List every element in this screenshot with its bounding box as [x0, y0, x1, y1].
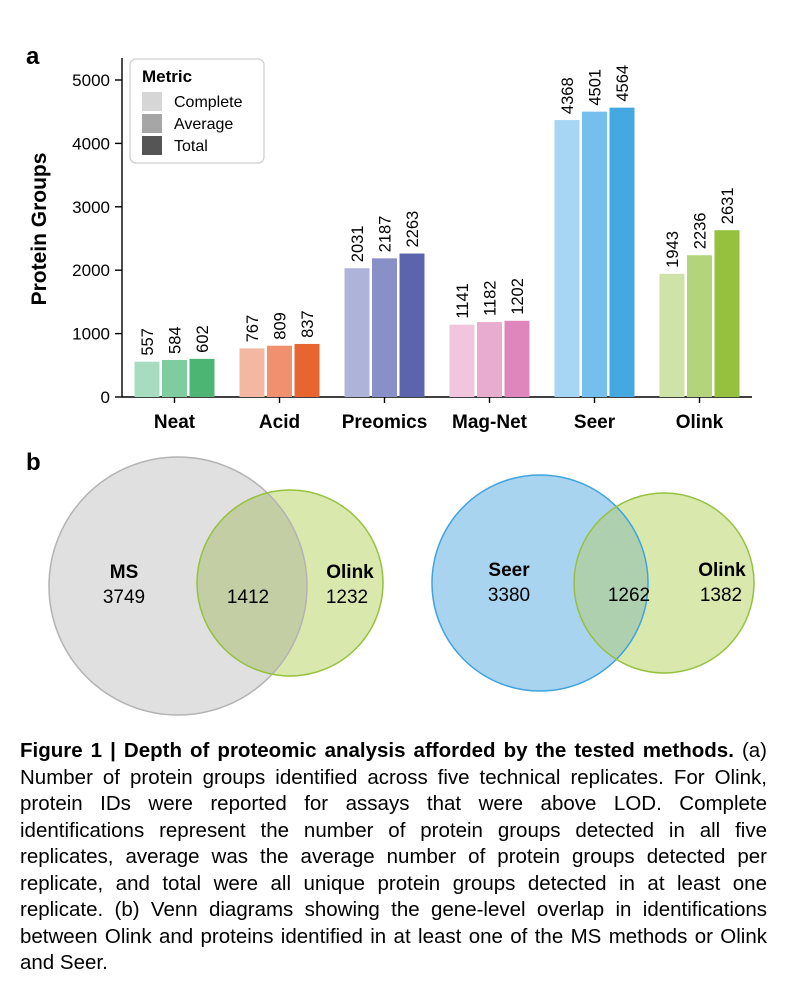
x-tick-label: Mag-Net	[452, 412, 528, 433]
bar-value-label: 809	[272, 312, 290, 340]
bar	[449, 324, 475, 397]
x-tick-label: Acid	[259, 412, 300, 433]
x-tick-label: Olink	[676, 412, 724, 433]
y-axis-label: Protein Groups	[28, 153, 51, 306]
bar-value-label: 4501	[587, 69, 605, 106]
venn-right-value: 1232	[326, 587, 368, 608]
bar-value-label: 837	[299, 310, 317, 338]
bar	[239, 348, 265, 397]
bar	[609, 107, 635, 398]
caption-body: (a) Number of protein groups identified …	[20, 739, 768, 974]
bar-value-label: 4368	[559, 77, 577, 114]
bar-value-label: 1943	[664, 231, 682, 268]
bar	[372, 258, 397, 397]
bar-value-label: 602	[194, 325, 212, 353]
caption-title: Figure 1 | Depth of proteomic analysis a…	[20, 739, 734, 762]
bar-value-label: 1141	[454, 283, 472, 318]
legend-swatch	[142, 114, 162, 133]
bar-value-label: 4564	[614, 65, 632, 102]
legend-box	[129, 58, 265, 164]
y-tick-label: 4000	[72, 134, 110, 153]
panel-label-b: b	[26, 449, 41, 476]
bar-value-label: 767	[244, 315, 262, 343]
bar-value-label: 557	[139, 328, 157, 356]
y-tick-label: 0	[101, 388, 110, 407]
legend-item-label: Total	[174, 138, 208, 155]
legend-title: Metric	[142, 67, 192, 86]
bar-value-label: 2631	[719, 187, 737, 224]
bar	[267, 345, 292, 397]
x-tick-label: Neat	[154, 412, 196, 433]
figure-caption: Figure 1 | Depth of proteomic analysis a…	[20, 738, 767, 977]
venn-left-outline	[48, 456, 308, 716]
bar-value-label: 2031	[349, 226, 367, 263]
venn-diagrams: MS 3749 1412 Olink 1232 Seer 3380 1262 Olink 1382	[48, 456, 755, 716]
venn-overlap	[197, 490, 307, 676]
bar-value-label: 2263	[404, 211, 422, 248]
bar	[189, 358, 215, 397]
bar	[477, 322, 502, 397]
y-tick-label: 5000	[72, 71, 110, 90]
bar	[687, 255, 712, 397]
bar	[294, 343, 320, 397]
bar	[582, 111, 607, 397]
bar-value-label: 1202	[509, 278, 527, 315]
bar	[162, 359, 187, 397]
legend-item-label: Complete	[174, 94, 243, 111]
bar	[659, 273, 685, 397]
y-tick-label: 1000	[72, 325, 110, 344]
x-tick-label: Preomics	[342, 412, 428, 433]
venn-left-label: Seer	[488, 560, 530, 581]
x-tick-label: Seer	[574, 412, 616, 433]
venn-left-outline	[431, 474, 649, 692]
venn-overlap-value: 1262	[608, 585, 650, 606]
y-axis: 0 1000 2000 3000 4000 5000	[72, 58, 123, 407]
legend-swatch	[142, 92, 162, 111]
bars: 557 584 602 767 809 837 2031 2187 2263 1141 1182 12…	[134, 65, 740, 398]
legend-item-label: Average	[174, 116, 233, 133]
bar-value-label: 1182	[482, 281, 500, 316]
bar-value-label: 2236	[692, 213, 710, 250]
venn-diagram-2: Seer 3380 1262 Olink 1382	[431, 474, 755, 692]
y-tick-label: 3000	[72, 198, 110, 217]
panel-label-a: a	[26, 43, 40, 70]
venn-right-outline	[196, 489, 384, 677]
bar	[554, 120, 580, 398]
x-axis: Neat Acid Preomics Mag-Net Seer Olink	[122, 396, 752, 433]
legend: Metric Complete Average Total	[129, 58, 265, 164]
bar	[399, 253, 425, 397]
bar	[344, 268, 370, 397]
bar-value-label: 584	[167, 326, 185, 354]
venn-overlap-value: 1412	[227, 587, 269, 608]
venn-overlap	[574, 493, 648, 673]
venn-left-value: 3749	[103, 587, 145, 608]
venn-right-value: 1382	[700, 585, 742, 606]
y-tick-label: 2000	[72, 261, 110, 280]
venn-right-outline	[573, 492, 755, 674]
figure-1: a b Protein Groups 0 1000 2000 3000 4000 5000…	[26, 43, 755, 716]
bar-chart: Protein Groups 0 1000 2000 3000 4000 5000 Nea…	[28, 58, 752, 433]
venn-diagram-1: MS 3749 1412 Olink 1232	[48, 456, 384, 716]
venn-right-label: Olink	[698, 560, 746, 581]
bar	[504, 320, 530, 397]
bar	[134, 361, 160, 397]
legend-swatch	[142, 136, 162, 155]
venn-right-label: Olink	[326, 562, 374, 583]
venn-left-label: MS	[110, 562, 139, 583]
venn-left-value: 3380	[488, 585, 530, 606]
bar-value-label: 2187	[377, 216, 395, 253]
bar	[714, 230, 740, 397]
